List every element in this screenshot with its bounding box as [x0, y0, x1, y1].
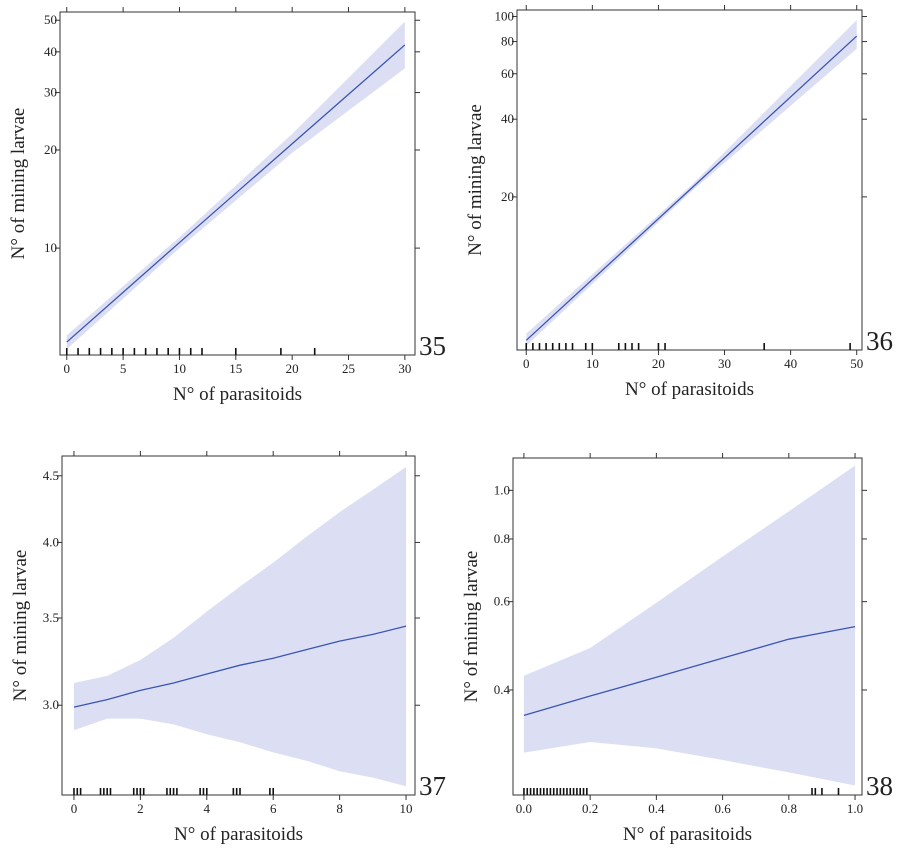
y-axis-label: N° of mining larvae [8, 108, 29, 260]
panel: 0.0 0.2 0.4 0.6 0.8 1.0 0.4 0.6 0.8 1.0 N° of para… [461, 453, 893, 845]
x-tick-label: 2 [137, 801, 144, 816]
panel-label: 38 [866, 771, 893, 801]
x-tick-label: 10 [173, 361, 186, 376]
x-axis-label: N° of parasitoids [623, 824, 752, 845]
x-tick-label: 0 [71, 801, 78, 816]
x-tick-label: 0.0 [516, 801, 532, 816]
y-axis-label: N° of mining larvae [465, 104, 486, 256]
y-tick-label: 50 [44, 12, 57, 27]
x-tick-label: 10 [586, 356, 599, 371]
y-axis-label: N° of mining larvae [10, 550, 31, 702]
x-tick-label: 0 [64, 361, 71, 376]
x-tick-label: 5 [120, 361, 127, 376]
panel-label: 35 [419, 331, 446, 361]
x-axis-label: N° of parasitoids [173, 384, 302, 405]
x-axis-label: N° of parasitoids [625, 379, 754, 400]
y-axis-label: N° of mining larvae [461, 551, 482, 703]
x-tick-label: 0 [523, 356, 530, 371]
x-tick-label: 15 [229, 361, 242, 376]
x-tick-label: 30 [398, 361, 411, 376]
x-tick-label: 25 [342, 361, 355, 376]
confidence-band [73, 467, 407, 787]
panel: 0 2 4 6 8 10 3.0 3.5 4.0 4.5 N° of parasitoids N° o… [10, 451, 446, 845]
y-tick-label: 40 [501, 111, 514, 126]
x-tick-label: 50 [850, 356, 863, 371]
y-tick-label: 1.0 [494, 482, 510, 497]
plot-frame [516, 9, 863, 351]
fit-line [525, 35, 858, 341]
panel-label: 36 [866, 326, 893, 356]
y-tick-label: 20 [44, 142, 57, 157]
x-tick-label: 10 [400, 801, 413, 816]
y-tick-label: 80 [501, 34, 514, 49]
x-tick-label: 1.0 [847, 801, 863, 816]
fit-line [73, 625, 407, 708]
y-tick-label: 0.4 [494, 682, 511, 697]
x-axis-label: N° of parasitoids [174, 824, 303, 845]
y-tick-label: 0.6 [494, 594, 511, 609]
y-tick-label: 0.8 [494, 531, 510, 546]
x-tick-label: 0.6 [714, 801, 731, 816]
x-tick-label: 20 [286, 361, 299, 376]
x-tick-label: 6 [270, 801, 277, 816]
y-tick-label: 20 [501, 189, 514, 204]
x-tick-label: 40 [784, 356, 797, 371]
panel-label: 37 [419, 771, 446, 801]
y-tick-label: 30 [44, 85, 57, 100]
y-tick-label: 60 [501, 66, 514, 81]
fit-line [523, 625, 856, 716]
plot-frame [59, 11, 416, 356]
plot-frame [512, 457, 863, 796]
plot-frame [61, 455, 416, 796]
panel: 0 5 10 15 20 25 30 10 20 30 40 50 N° of parasitoids N… [8, 7, 446, 405]
y-tick-label: 4.0 [43, 534, 59, 549]
x-tick-label: 8 [336, 801, 343, 816]
x-tick-label: 30 [718, 356, 731, 371]
confidence-band [526, 19, 857, 346]
x-tick-label: 0.2 [582, 801, 598, 816]
y-tick-label: 100 [495, 9, 515, 24]
fit-line [66, 44, 406, 343]
x-tick-label: 20 [652, 356, 665, 371]
y-tick-label: 40 [44, 44, 57, 59]
y-tick-label: 3.5 [43, 610, 59, 625]
y-tick-label: 10 [44, 240, 57, 255]
x-tick-label: 0.4 [648, 801, 665, 816]
y-tick-label: 4.5 [43, 468, 59, 483]
panel: 0 10 20 30 40 50 20 40 60 80 100 N° of parasitoids N… [465, 5, 893, 400]
y-tick-label: 3.0 [43, 697, 59, 712]
confidence-band [523, 465, 856, 786]
confidence-band [66, 21, 405, 350]
x-tick-label: 4 [204, 801, 211, 816]
x-tick-label: 0.8 [781, 801, 797, 816]
